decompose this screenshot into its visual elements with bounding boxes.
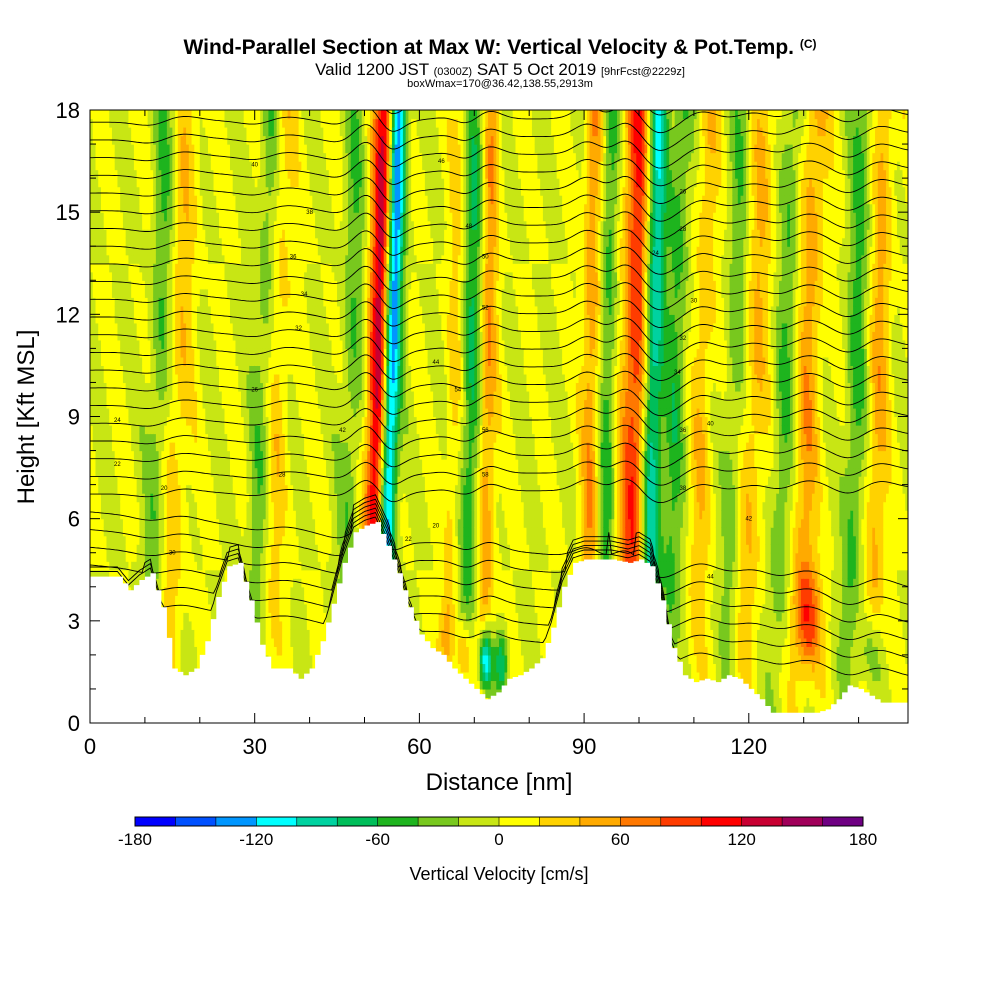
page: Wind-Parallel Section at Max W: Vertical… bbox=[0, 0, 1000, 1000]
chart-svg: 2022242628303234363840424446485052545658… bbox=[0, 0, 1000, 1000]
